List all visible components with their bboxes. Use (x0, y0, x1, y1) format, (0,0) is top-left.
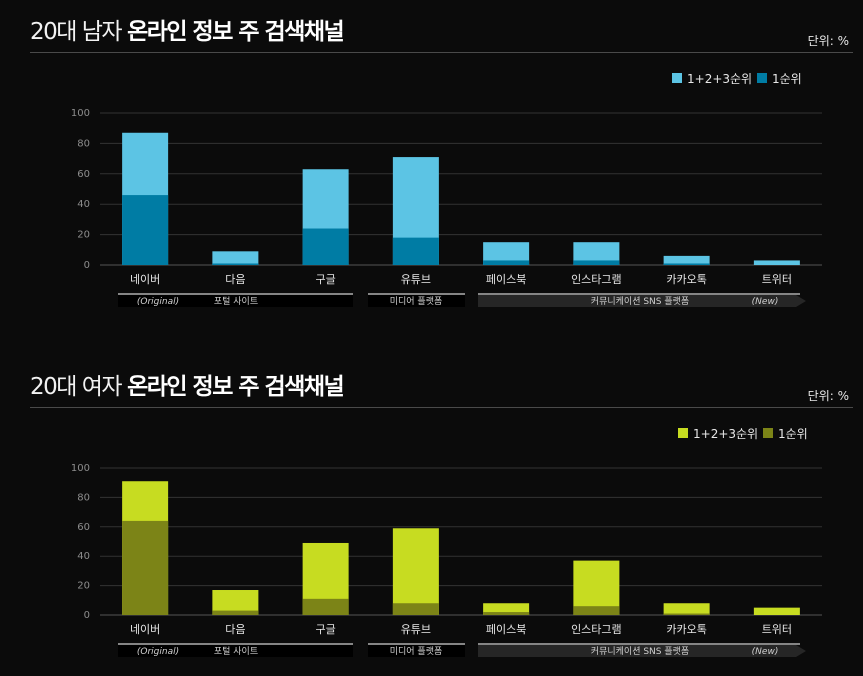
bar-total (212, 251, 259, 265)
group-label-media: 미디어 플랫폼 (390, 296, 443, 307)
group-label-sns: 커뮤니케이션 SNS 플랫폼 (591, 646, 689, 657)
bar-first (663, 613, 710, 615)
category-label: 인스타그램 (571, 623, 622, 636)
unit-label: 단위: % (807, 389, 849, 403)
chart-title: 20대 여자 온라인 정보 주 검색채널 (30, 367, 345, 401)
legend-swatch-total (678, 428, 688, 438)
group-label-sns: 커뮤니케이션 SNS 플랫폼 (591, 296, 689, 307)
category-label: 다음 (225, 623, 245, 636)
title-segment: 20대 남자 (30, 19, 123, 45)
y-tick-label: 80 (77, 492, 90, 503)
bar-total (573, 242, 620, 265)
bar-total (753, 607, 800, 615)
panel-female: 20대 여자 온라인 정보 주 검색채널 단위: % 1+2+3순위 1순위 0 20 4… (0, 355, 863, 676)
category-label: 트위터 (762, 273, 792, 286)
y-tick-label: 20 (77, 581, 90, 592)
category-label: 유튜브 (401, 273, 431, 286)
bar-total (483, 603, 530, 615)
bar-first (392, 603, 439, 615)
category-label: 페이스북 (486, 273, 526, 286)
y-tick-label: 100 (71, 108, 90, 119)
chart-title: 20대 남자 온라인 정보 주 검색채널 (30, 12, 345, 46)
bar-first (392, 237, 439, 265)
bar-total (392, 528, 439, 615)
group-tag-new: (New) (752, 647, 779, 657)
legend-swatch-first (763, 428, 773, 438)
y-tick-label: 80 (77, 138, 90, 149)
category-label: 다음 (225, 273, 245, 286)
y-tick-label: 40 (77, 551, 90, 562)
bar-total (663, 603, 710, 615)
title-divider (30, 407, 853, 408)
legend-label-first: 1순위 (778, 427, 808, 441)
group-band-media (368, 295, 465, 307)
legend-label-total: 1+2+3순위 (693, 427, 758, 441)
legend-label-total: 1+2+3순위 (687, 72, 752, 86)
category-label: 트위터 (762, 623, 792, 636)
bar-first (663, 263, 710, 265)
y-tick-label: 60 (77, 522, 90, 533)
bar-first (302, 228, 349, 265)
bar-first (483, 260, 530, 265)
category-label: 네이버 (130, 623, 160, 636)
y-tick-label: 40 (77, 199, 90, 210)
group-label-media: 미디어 플랫폼 (390, 646, 443, 657)
bar-total (663, 255, 710, 265)
group-tag-original: (Original) (137, 297, 179, 307)
bar-first (573, 260, 620, 265)
group-band-portal (118, 645, 353, 657)
category-label: 카카오톡 (666, 273, 706, 286)
legend-label-first: 1순위 (772, 72, 802, 86)
category-label: 카카오톡 (666, 623, 706, 636)
title-segment: 20대 여자 (30, 374, 123, 400)
y-tick-label: 0 (84, 260, 90, 271)
bar-first (212, 610, 259, 615)
panel-male: 20대 남자 온라인 정보 주 검색채널 단위: % 1+2+3순위 1순위 0 20 4… (0, 0, 863, 335)
group-tag-new: (New) (752, 297, 779, 307)
bar-first (122, 520, 169, 615)
bar-total (753, 260, 800, 265)
bar-first (122, 195, 169, 265)
group-tag-original: (Original) (137, 647, 179, 657)
unit-label: 단위: % (807, 34, 849, 48)
y-tick-label: 100 (71, 463, 90, 474)
bar-first (212, 263, 259, 265)
legend-swatch-first (757, 73, 767, 83)
category-label: 인스타그램 (571, 273, 622, 286)
y-tick-label: 0 (84, 610, 90, 621)
group-label-portal: 포털 사이트 (214, 295, 258, 307)
category-label: 페이스북 (486, 623, 526, 636)
group-arrow-sns (478, 295, 806, 307)
group-band-portal (118, 295, 353, 307)
bar-total (573, 560, 620, 615)
title-main: 온라인 정보 주 검색채널 (127, 19, 345, 45)
y-tick-label: 60 (77, 169, 90, 180)
group-band-media (368, 645, 465, 657)
bar-chart-female: 1+2+3순위 1순위 0 20 40 60 80 100 네이버 다음 구글 유튜브 페이스북 인스타그… (71, 427, 822, 657)
bar-first (573, 606, 620, 615)
group-arrow-sns (478, 645, 806, 657)
category-label: 구글 (316, 623, 336, 636)
y-tick-label: 20 (77, 230, 90, 241)
bar-chart-male: 1+2+3순위 1순위 0 20 40 60 80 100 네이버 다음 구글 유튜브 페이스북 인스타그… (71, 72, 822, 307)
category-label: 네이버 (130, 273, 160, 286)
title-main: 온라인 정보 주 검색채널 (127, 374, 345, 400)
group-label-portal: 포털 사이트 (214, 645, 258, 657)
title-divider (30, 52, 853, 53)
category-label: 유튜브 (401, 623, 431, 636)
bar-total (483, 242, 530, 265)
category-label: 구글 (316, 273, 336, 286)
bar-first (302, 598, 349, 615)
bar-first (483, 612, 530, 615)
legend-swatch-total (672, 73, 682, 83)
